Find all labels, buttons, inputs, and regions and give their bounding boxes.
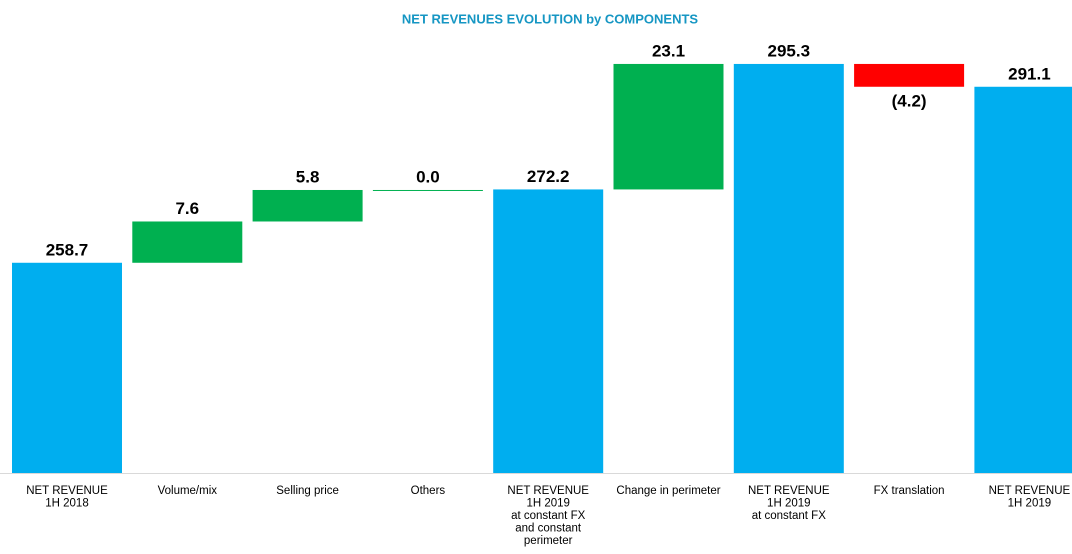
x-tick-label: 1H 2019 — [767, 498, 810, 510]
bar — [493, 189, 604, 473]
bar — [854, 63, 965, 87]
x-tick-label: at constant FX — [511, 510, 585, 522]
x-tick-label: NET REVENUE — [26, 485, 108, 497]
x-tick-label: FX translation — [874, 485, 945, 497]
x-tick-label: 1H 2019 — [1008, 498, 1051, 510]
value-label: 7.6 — [175, 199, 199, 218]
x-tick-label: perimeter — [524, 535, 573, 547]
x-tick-label: NET REVENUE — [748, 485, 830, 497]
x-tick-label: Change in perimeter — [616, 485, 720, 497]
bar — [372, 189, 483, 191]
x-tick-label: NET REVENUE — [507, 485, 589, 497]
value-label: 0.0 — [416, 167, 440, 186]
x-tick-label: Selling price — [276, 485, 339, 497]
chart-title: NET REVENUES EVOLUTION by COMPONENTS — [402, 11, 698, 26]
x-tick-label: and constant — [515, 523, 582, 535]
bar — [12, 262, 122, 473]
x-tick-label: Others — [411, 485, 446, 497]
x-tick-label: 1H 2019 — [526, 498, 569, 510]
x-tick-label: Volume/mix — [158, 485, 218, 497]
value-label: 295.3 — [768, 41, 811, 60]
value-label: (4.2) — [892, 91, 927, 110]
value-label: 258.7 — [46, 240, 89, 259]
bar — [974, 86, 1072, 473]
value-label: 272.2 — [527, 167, 570, 186]
x-tick-label: at constant FX — [752, 510, 826, 522]
value-label: 23.1 — [652, 41, 685, 60]
x-tick-label: 1H 2018 — [45, 498, 88, 510]
x-tick-label: NET REVENUE — [989, 485, 1071, 497]
value-label: 291.1 — [1008, 64, 1051, 83]
value-label: 5.8 — [296, 167, 320, 186]
bar — [132, 221, 243, 263]
bar — [613, 63, 724, 190]
bar — [252, 189, 363, 222]
bar — [733, 63, 844, 474]
